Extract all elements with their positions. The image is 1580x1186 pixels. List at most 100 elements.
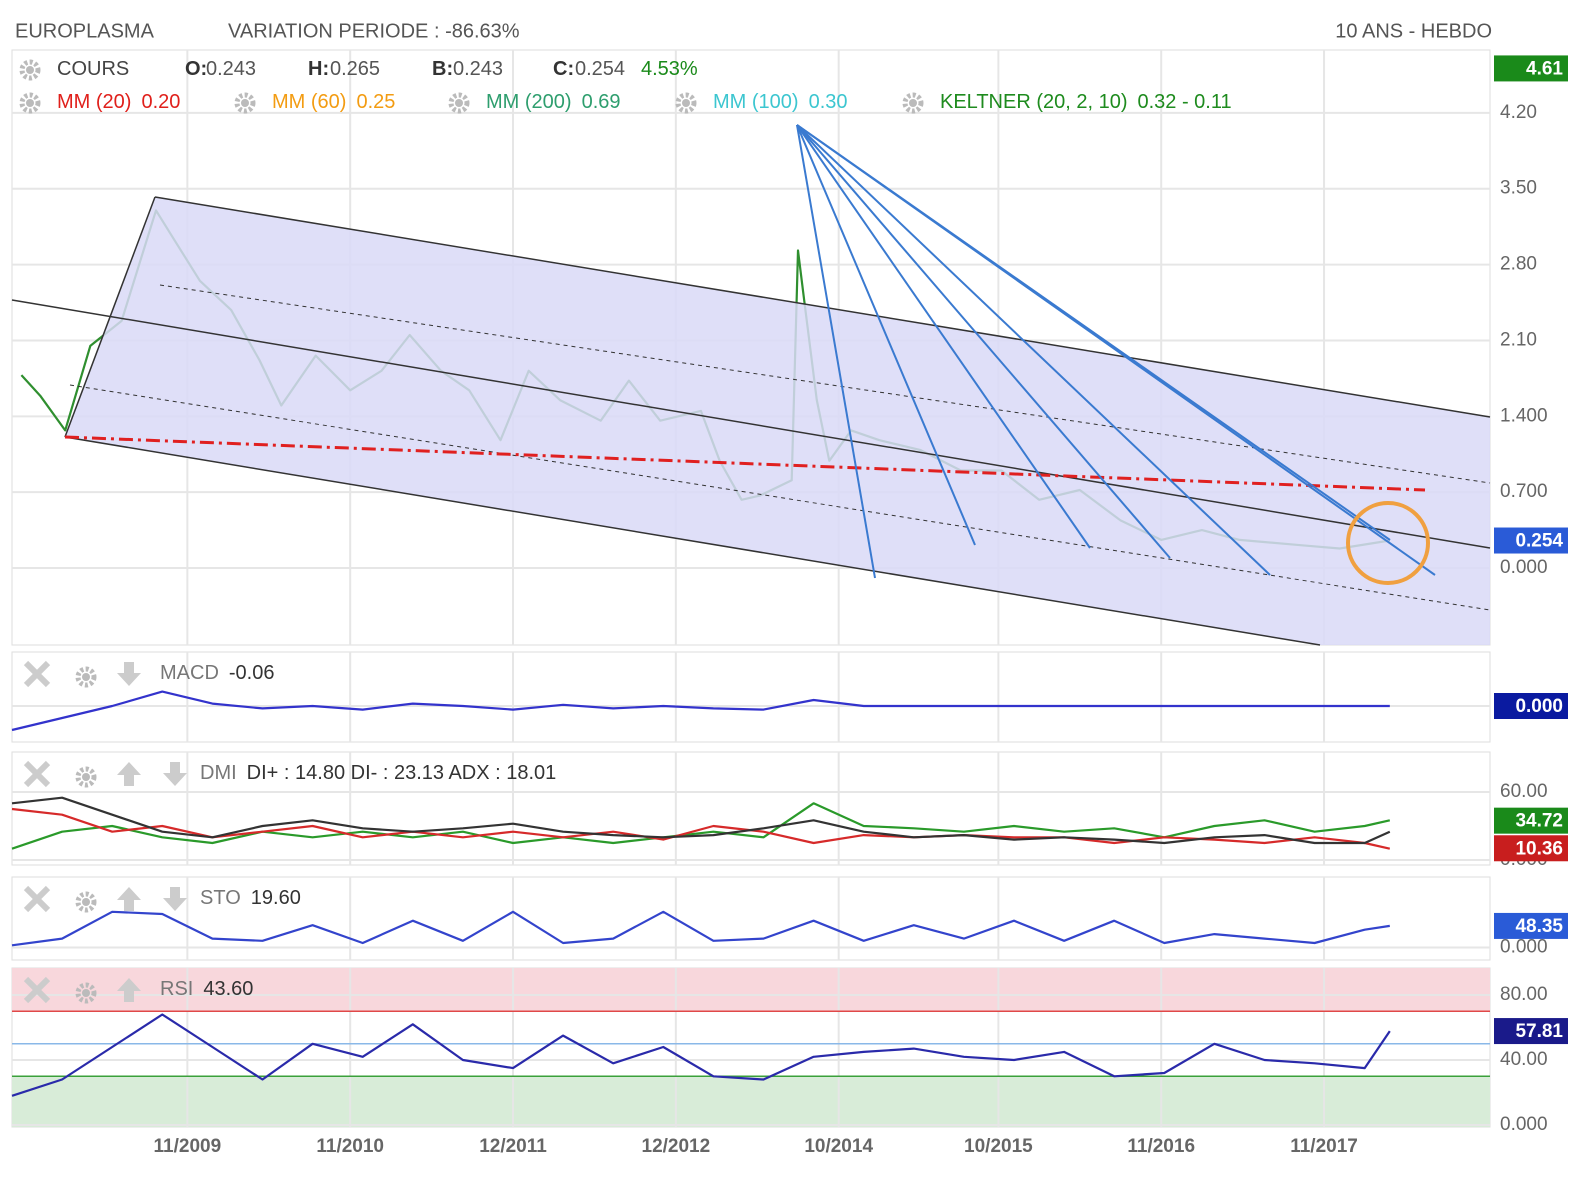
gear-icon [75,766,97,788]
value-tag-label: 34.72 [1515,811,1563,832]
close-icon [23,760,51,788]
y-tick-label: 3.50 [1500,178,1537,199]
indicator-name: KELTNER (20, 2, 10) [940,91,1127,113]
dmi-panel [11,751,1491,866]
indicator-title: RSI [160,978,193,1000]
gear-icon [82,773,90,781]
value-tag [1494,912,1568,939]
gear-icon [909,99,917,107]
gear-icon [234,92,256,114]
gear-icon [19,59,41,81]
value-tag [1494,835,1568,862]
indicator-title: MACD [160,662,219,684]
close-icon [23,976,51,1004]
indicator-value: 0.69 [582,91,621,113]
quote-b: B: [432,58,453,80]
indicator-value: 0.32 - 0.11 [1137,91,1231,113]
y-tick-label: 0.000 [1500,1114,1548,1135]
series-line [11,910,1390,947]
quote-b_value: 0.243 [453,58,503,80]
down-icon [163,762,187,786]
value-tag [1494,807,1568,834]
gear-icon [19,92,41,114]
indicator-reading: -0.06 [229,662,275,684]
drawings [11,124,1491,646]
fan [796,124,1436,579]
quote-line: COURS O:0.243 H:0.265 B:0.243 C:0.254 4.53% [57,58,698,80]
gear-icon [26,66,34,74]
quote-c_value: 0.254 [575,58,625,80]
gear-icon [82,989,90,997]
gear-icon [26,99,34,107]
y-tick-label: 0.000 [1500,937,1548,958]
x-tick-label: 11/2010 [316,1136,384,1157]
y-tick-label: 0.000 [1500,557,1548,578]
up-icon [117,762,141,786]
oversold-zone [12,1076,1490,1127]
x-tick-label: 11/2017 [1290,1136,1358,1157]
overbought-zone [12,968,1490,1012]
indicator-legend: MM (60) 0.25 [272,91,395,113]
series-line [11,796,1391,845]
y-tick-label: 1.400 [1500,405,1548,426]
stock-name: EUROPLASMA [15,20,155,42]
indicator-value: 0.20 [141,91,180,113]
value-tag [1494,1018,1568,1045]
gear-icon [682,99,690,107]
quote-o_value: 0.243 [206,58,256,80]
y-tick-label: 4.20 [1500,102,1537,123]
indicator-reading: 43.60 [203,978,253,1000]
indicator-legend: KELTNER (20, 2, 10) 0.32 - 0.11 [940,91,1232,113]
chart-1 [11,652,1490,742]
value-tag-label: 0.000 [1515,696,1563,717]
channel-mid [11,299,1491,549]
pitch-line [64,196,156,438]
highlight-circle [1346,501,1430,585]
indicator-label: DMI DI+ : 14.80 DI- : 23.13 ADX : 18.01 [200,762,556,784]
gear-icon [82,898,90,906]
indicator-title: STO [200,887,241,909]
indicator-label: STO 19.60 [200,887,301,909]
y-tick-label: 40.00 [1500,1049,1548,1070]
channel-top [154,196,1491,418]
indicator-title: DMI [200,762,237,784]
up-icon [117,887,141,911]
chart-4 [11,968,1490,1127]
y-tick-label: 0.700 [1500,481,1548,502]
chart-2 [11,752,1490,865]
x-tick-label: 11/2009 [154,1136,222,1157]
gear-icon [75,891,97,913]
down-icon [117,662,141,686]
chart-3 [11,877,1490,960]
indicator-value: 0.30 [809,91,848,113]
quote-label: COURS [57,58,129,80]
gear-icon [82,673,90,681]
gear-icon [75,982,97,1004]
indicator-reading: 19.60 [251,887,301,909]
value-tag [1494,527,1568,554]
close-icon [23,885,51,913]
value-tag-label: 10.36 [1515,838,1563,859]
period[interactable]: 10 ANS - HEBDO [1335,20,1492,42]
x-tick-label: 10/2014 [804,1136,873,1157]
macd-panel [11,651,1491,743]
indicator-label: RSI 43.60 [160,978,253,1000]
indicator-legend: MM (200) 0.69 [486,91,621,113]
quote-h_value: 0.265 [330,58,380,80]
indicator-label: MACD -0.06 [160,662,274,684]
gear-icon [902,92,924,114]
value-tag-label: 4.61 [1526,58,1563,79]
quote-o: O: [185,58,207,80]
x-tick-label: 12/2012 [642,1136,711,1157]
y-tick-label: 2.10 [1500,329,1537,350]
y-tick-label: 2.80 [1500,254,1537,275]
indicator-name: MM (200) [486,91,572,113]
x-tick-label: 12/2011 [479,1136,547,1157]
x-tick-label: 11/2016 [1127,1136,1195,1157]
indicator-legend: MM (100) 0.30 [713,91,848,113]
indicator-name: MM (60) [272,91,346,113]
channel [65,197,1490,645]
up-icon [117,978,141,1002]
value-tag-label: 48.35 [1515,916,1563,937]
y-tick-label: 80.00 [1500,984,1548,1005]
